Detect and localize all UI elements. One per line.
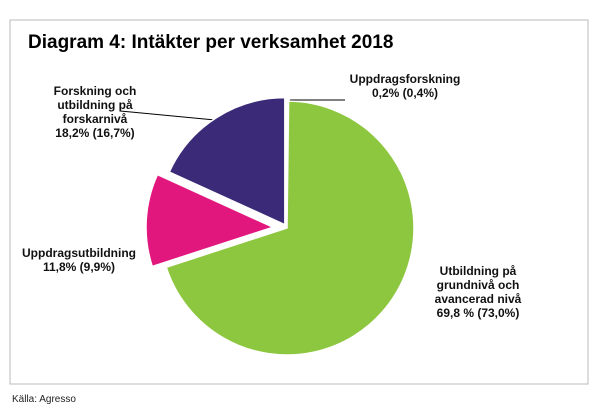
- frame: [9, 19, 589, 385]
- category-label: Forskning och utbildning på forskarnivå: [53, 84, 137, 126]
- pie-slice: [165, 100, 415, 356]
- leader-line: [119, 110, 216, 121]
- slice-label: Utbildning på grundnivå och avancerad ni…: [418, 264, 538, 320]
- pie-slice: [168, 96, 286, 226]
- value-label: 18,2% (16,7%): [55, 126, 135, 140]
- category-label: Uppdragsutbildning: [22, 246, 136, 260]
- chart-title: Diagram 4: Intäkter per verksamhet 2018: [28, 32, 394, 53]
- category-label: Uppdragsforskning: [349, 72, 461, 86]
- pie-slice: [145, 173, 276, 268]
- slice-label: Uppdragsutbildning 11,8% (9,9%): [14, 246, 144, 274]
- value-label: 11,8% (9,9%): [42, 260, 116, 274]
- value-label: 69,8 % (73,0%): [436, 306, 520, 320]
- slice-label: Forskning och utbildning på forskarnivå …: [30, 84, 160, 140]
- value-label: 0,2% (0,4%): [371, 86, 439, 100]
- source-note: Källa: Agresso: [12, 394, 76, 405]
- category-label: Utbildning på grundnivå och avancerad ni…: [434, 264, 522, 306]
- slice-label: Uppdragsforskning 0,2% (0,4%): [330, 72, 480, 100]
